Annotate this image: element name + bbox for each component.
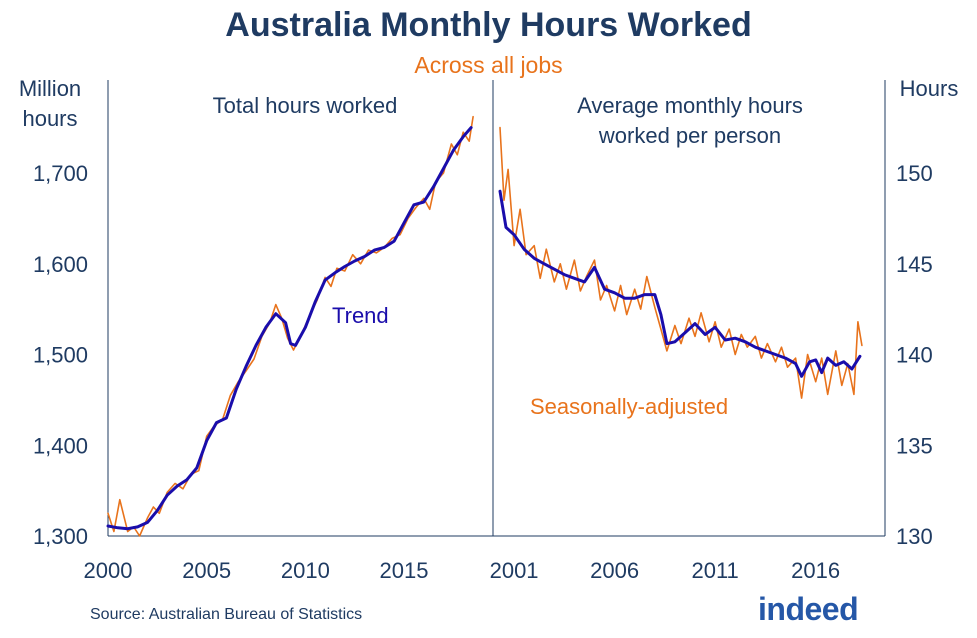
chart-title: Australia Monthly Hours Worked <box>225 6 752 44</box>
left-trend-line <box>106 126 473 531</box>
source-note: Source: Australian Bureau of Statistics <box>90 606 363 623</box>
left-seasonal-line <box>107 115 474 537</box>
y-tick-label-right: 150 <box>896 161 933 186</box>
right-panel-title-line1: Average monthly hours <box>577 93 803 118</box>
y-tick-label-right: 130 <box>896 524 933 549</box>
y-tick-label-right: 140 <box>896 343 933 368</box>
x-tick-label: 2001 <box>490 558 539 583</box>
trend-annotation: Trend <box>332 303 389 328</box>
right-panel-title-line2: worked per person <box>598 123 781 148</box>
x-tick-label: 2011 <box>691 558 738 583</box>
x-tick-label: 2016 <box>791 558 840 583</box>
y-tick-label-left: 1,600 <box>33 252 88 277</box>
right-seasonal-line <box>499 126 863 399</box>
y-tick-label-right: 145 <box>896 252 933 277</box>
y-tick-label-left: 1,700 <box>33 161 88 186</box>
x-tick-label: 2005 <box>182 558 231 583</box>
seasonal-annotation: Seasonally-adjusted <box>530 394 728 419</box>
right-y-axis-title: Hours <box>900 76 959 101</box>
left-panel-title: Total hours worked <box>213 93 398 118</box>
left-y-axis-title-line1: Million <box>19 76 81 101</box>
indeed-logo: indeed <box>758 591 859 627</box>
y-tick-label-left: 1,300 <box>33 524 88 549</box>
y-tick-label-right: 135 <box>896 433 933 458</box>
x-tick-label: 2010 <box>281 558 330 583</box>
chart-subtitle: Across all jobs <box>414 52 563 78</box>
y-tick-label-left: 1,400 <box>33 433 88 458</box>
x-tick-label: 2000 <box>84 558 133 583</box>
x-tick-label: 2015 <box>380 558 429 583</box>
x-tick-label: 2006 <box>590 558 639 583</box>
left-y-axis-title-line2: hours <box>22 106 77 131</box>
y-tick-label-left: 1,500 <box>33 343 88 368</box>
right-trend-line <box>498 189 862 378</box>
